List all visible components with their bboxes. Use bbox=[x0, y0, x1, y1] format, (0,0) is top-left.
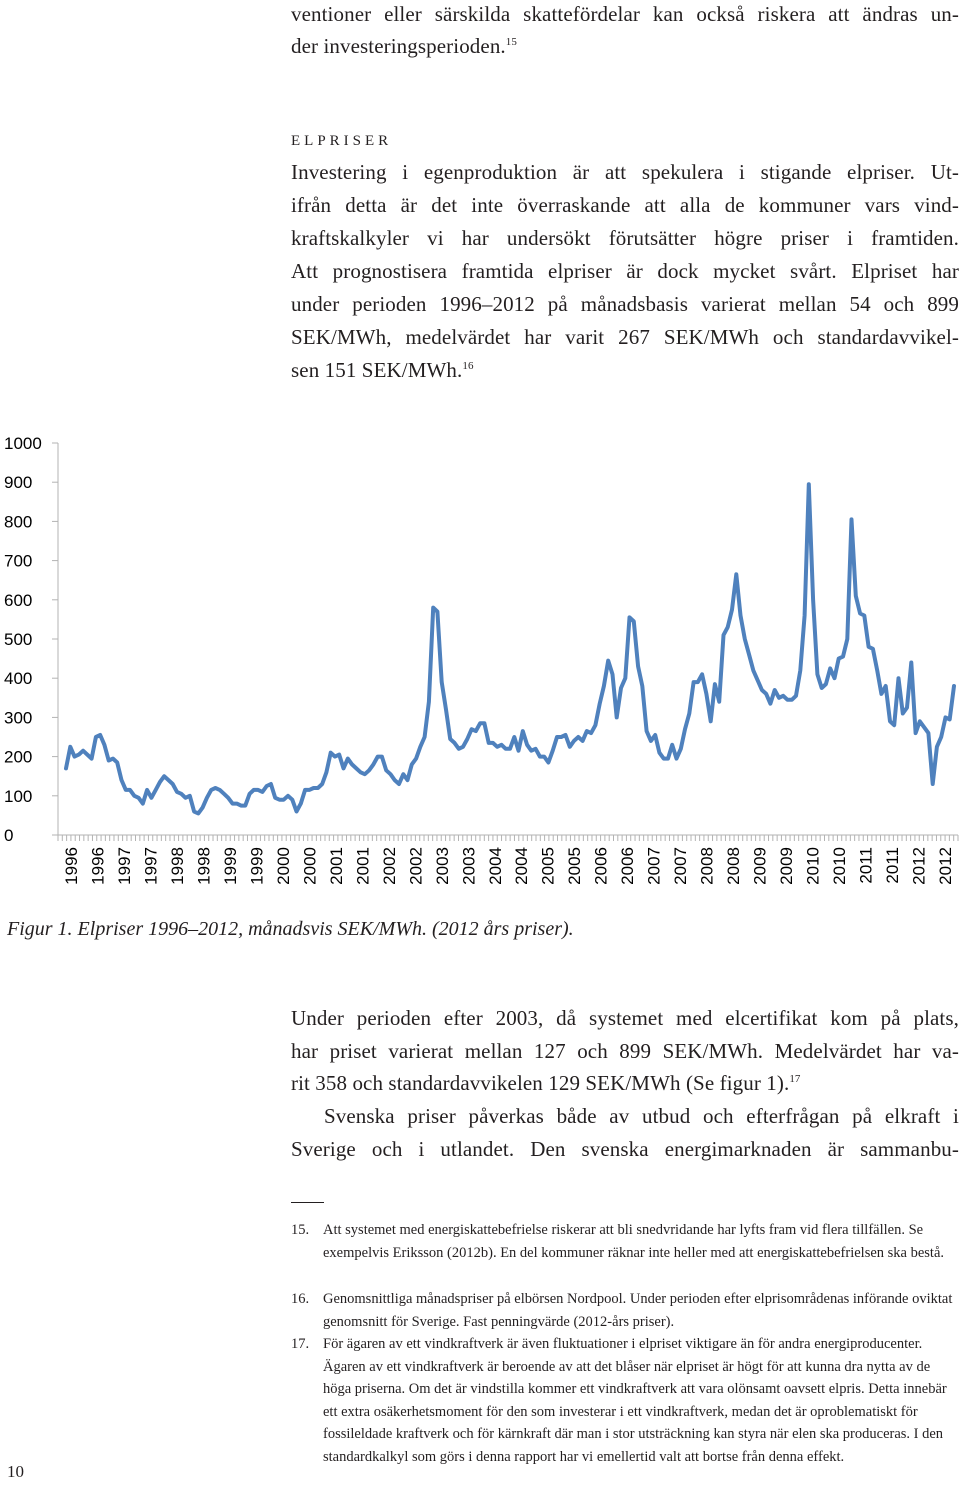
x-tick-label: 2001 bbox=[327, 847, 346, 885]
x-tick-label: 2010 bbox=[830, 847, 849, 885]
x-tick-label: 1997 bbox=[142, 847, 161, 885]
x-tick-label: 1996 bbox=[89, 847, 108, 885]
footnote-number: 15. bbox=[291, 1222, 310, 1238]
x-tick-label: 2008 bbox=[724, 847, 743, 885]
x-tick-label: 2002 bbox=[406, 847, 425, 885]
body-text-line: Svenska priser påverkas både av utbud oc… bbox=[324, 1104, 959, 1128]
body-text-line: under perioden 1996–2012 på månadsbasis … bbox=[291, 292, 959, 316]
x-tick-label: 1998 bbox=[195, 847, 214, 885]
x-tick-label: 1997 bbox=[115, 847, 134, 885]
body-text-line: har priset varierat mellan 127 och 899 S… bbox=[291, 1039, 959, 1063]
y-tick-label: 400 bbox=[4, 669, 32, 688]
body-text-line: Sverige och i utlandet. Den svenska ener… bbox=[291, 1137, 959, 1161]
footnote: 16. Genomsnittliga månadspriser på elbör… bbox=[291, 1288, 959, 1333]
body-text-line: SEK/MWh, medelvärdet har varit 267 SEK/M… bbox=[291, 325, 959, 349]
body-text: rit 358 och standardavvikelen 129 SEK/MW… bbox=[291, 1071, 790, 1095]
figure-caption: Figur 1. Elpriser 1996–2012, månadsvis S… bbox=[7, 918, 574, 940]
body-text-line: rit 358 och standardavvikelen 129 SEK/MW… bbox=[291, 1071, 959, 1096]
x-tick-label: 1999 bbox=[248, 847, 267, 885]
y-tick-label: 200 bbox=[4, 748, 32, 767]
x-tick-label: 2005 bbox=[565, 847, 584, 885]
body-text: der investeringsperioden. bbox=[291, 34, 506, 58]
body-text-line: Att prognostisera framtida elpriser är d… bbox=[291, 259, 959, 283]
x-tick-label: 2010 bbox=[803, 847, 822, 885]
footnote: 17. För ägaren av ett vindkraftverk är ä… bbox=[291, 1333, 959, 1468]
body-text: sen 151 SEK/MWh. bbox=[291, 358, 463, 382]
y-tick-label: 900 bbox=[4, 473, 32, 492]
x-tick-label: 2011 bbox=[856, 847, 875, 884]
page-number: 10 bbox=[7, 1462, 24, 1481]
footnote-text: Att systemet med energiskattebefrielse r… bbox=[323, 1222, 945, 1261]
chart-axes bbox=[52, 442, 959, 841]
x-tick-label: 2003 bbox=[459, 847, 478, 885]
x-tick-label: 2012 bbox=[936, 847, 955, 885]
x-tick-label: 2006 bbox=[618, 847, 637, 885]
x-tick-label: 2003 bbox=[433, 847, 452, 885]
x-tick-label: 2004 bbox=[512, 847, 531, 885]
body-text-line: der investeringsperioden.15 bbox=[291, 34, 959, 59]
y-tick-label: 800 bbox=[4, 512, 32, 531]
x-tick-label: 2001 bbox=[353, 847, 372, 885]
footnote-ref: 16 bbox=[462, 360, 474, 372]
body-text-line: Investering i egenproduktion är att spek… bbox=[291, 160, 959, 184]
section-heading: elpriser bbox=[291, 133, 393, 149]
x-tick-label: 2002 bbox=[380, 847, 399, 885]
y-tick-label: 0 bbox=[4, 826, 13, 845]
y-tick-label: 700 bbox=[4, 552, 32, 571]
y-tick-label: 600 bbox=[4, 591, 32, 610]
y-tick-label: 300 bbox=[4, 708, 32, 727]
body-text-line: Under perioden efter 2003, då systemet m… bbox=[291, 1006, 959, 1030]
y-tick-label: 500 bbox=[4, 630, 32, 649]
body-text-line: sen 151 SEK/MWh.16 bbox=[291, 358, 959, 383]
x-tick-label: 2007 bbox=[671, 847, 690, 885]
x-tick-labels: 1996 1996 1997 1997 1998 1998 1999 1999 2000 2000… bbox=[62, 847, 955, 885]
x-tick-label: 2006 bbox=[592, 847, 611, 885]
x-tick-label: 2007 bbox=[645, 847, 664, 885]
body-text-line: ifrån detta är det inte överraskande att… bbox=[291, 193, 959, 217]
x-tick-label: 2008 bbox=[698, 847, 717, 885]
series-line bbox=[64, 482, 956, 816]
body-text-line: kraftskalkyler vi har undersökt förutsät… bbox=[291, 226, 959, 250]
footnote-number: 16. bbox=[291, 1291, 310, 1307]
x-tick-label: 2011 bbox=[883, 847, 902, 884]
footnote-text: För ägaren av ett vindkraftverk är även … bbox=[323, 1336, 947, 1465]
y-tick-label: 1000 bbox=[4, 434, 42, 453]
x-tick-label: 2004 bbox=[486, 847, 505, 885]
x-tick-label: 2009 bbox=[777, 847, 796, 885]
x-tick-label: 2000 bbox=[300, 847, 319, 885]
x-tick-label: 1996 bbox=[62, 847, 81, 885]
body-text-line: ventioner eller särskilda skattefördelar… bbox=[291, 2, 959, 26]
footnote-number: 17. bbox=[291, 1336, 310, 1352]
x-tick-label: 2012 bbox=[909, 847, 928, 885]
x-tick-label: 1999 bbox=[221, 847, 240, 885]
x-tick-label: 2000 bbox=[274, 847, 293, 885]
x-tick-label: 2009 bbox=[750, 847, 769, 885]
footnote-text: Genomsnittliga månadspriser på elbörsen … bbox=[323, 1291, 953, 1330]
footnote-ref: 15 bbox=[505, 36, 517, 48]
footnote: 15. Att systemet med energiskattebefriel… bbox=[291, 1219, 959, 1264]
x-tick-label: 2005 bbox=[539, 847, 558, 885]
footnote-ref: 17 bbox=[789, 1073, 801, 1085]
footnote-divider bbox=[291, 1202, 324, 1203]
x-tick-label: 1998 bbox=[168, 847, 187, 885]
y-tick-label: 100 bbox=[4, 787, 32, 806]
